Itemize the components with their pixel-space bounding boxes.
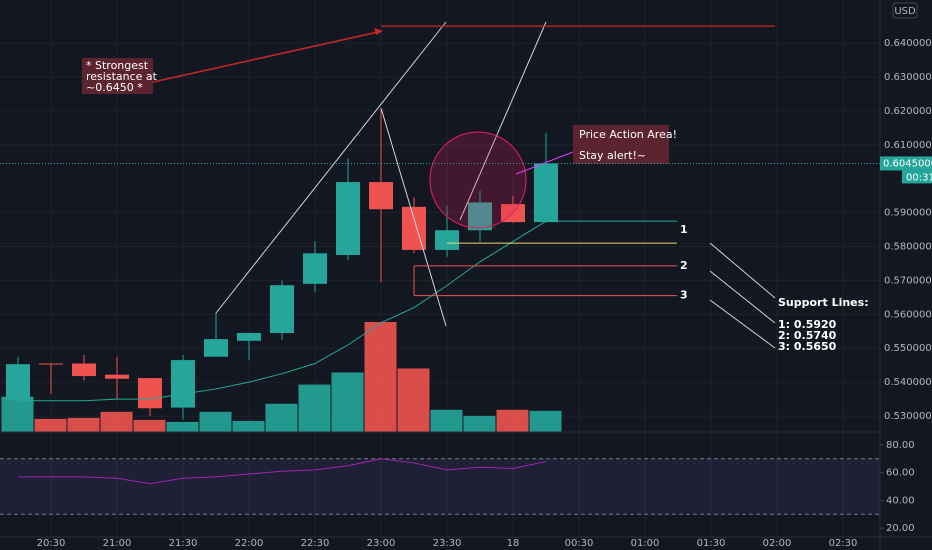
resistance-text: ~0.6450 *	[86, 81, 143, 94]
volume-bar	[397, 368, 430, 432]
volume-bar	[298, 384, 331, 432]
candle-body	[138, 378, 162, 409]
support-arrow	[709, 270, 776, 324]
y-tick-label: 0.64000000	[884, 38, 932, 49]
x-tick-label: 22:00	[235, 538, 264, 549]
x-tick-label: 02:30	[829, 538, 858, 549]
y-tick-label: 0.53000000	[884, 411, 932, 422]
candle-body	[435, 230, 459, 250]
volume-bar	[100, 411, 133, 432]
candle-body	[336, 182, 360, 255]
currency-box[interactable]	[892, 2, 918, 19]
rsi-tick-label: 80.00	[886, 440, 915, 451]
y-tick-label: 0.58000000	[884, 242, 932, 253]
volume-bar	[34, 418, 67, 432]
rsi-band	[0, 458, 880, 515]
resistance-arrow	[152, 31, 379, 83]
support-arrow	[709, 299, 776, 349]
support-label: 1	[680, 223, 688, 236]
x-tick-label: 23:00	[367, 538, 396, 549]
volume-bar	[133, 419, 166, 432]
volume-bar	[232, 420, 265, 432]
x-tick-label: 20:30	[37, 538, 66, 549]
y-tick-label: 0.56000000	[884, 309, 932, 320]
candle-body	[402, 206, 426, 250]
y-tick-label: 0.63000000	[884, 72, 932, 83]
current-price-box	[880, 156, 932, 171]
candle-body	[204, 339, 228, 357]
resistance-box	[82, 58, 153, 94]
candle-body	[6, 364, 30, 401]
volume-bar	[463, 415, 496, 432]
x-tick-label: 01:30	[697, 538, 726, 549]
price-action-arrow	[515, 151, 574, 175]
trend-line	[215, 21, 447, 314]
volume-bar	[496, 409, 529, 432]
candle-body	[303, 253, 327, 284]
countdown-box	[902, 170, 932, 184]
moving-average	[18, 220, 547, 402]
volume-bar	[265, 403, 298, 432]
x-tick-label: 18	[507, 538, 520, 549]
volume-bar	[67, 417, 100, 432]
candle-body	[369, 182, 393, 210]
rsi-tick-label: 40.00	[886, 495, 915, 506]
candle-body	[237, 332, 261, 341]
candle-body	[39, 363, 63, 365]
volume-bar	[364, 322, 397, 432]
y-tick-label: 0.59000000	[884, 208, 932, 219]
volume-bar	[1, 396, 34, 432]
resistance-text: * Strongest	[86, 59, 149, 72]
trend-line	[380, 107, 447, 327]
x-tick-label: 22:30	[301, 538, 330, 549]
support-title: Support Lines:	[778, 296, 869, 309]
volume-bar	[331, 372, 364, 432]
trend-line	[459, 21, 547, 221]
marks	[1, 109, 677, 485]
support-label: 2	[680, 259, 688, 272]
candle-body	[270, 285, 294, 333]
support-item: 2: 0.5740	[778, 329, 837, 342]
candle-body	[105, 374, 129, 379]
rsi-tick-label: 60.00	[886, 468, 915, 479]
currency: USD	[894, 6, 916, 17]
x-tick-label: 00:30	[565, 538, 594, 549]
x-tick-label: 02:00	[763, 538, 792, 549]
volume-bar	[430, 409, 463, 432]
volume-bar	[199, 411, 232, 432]
y-tick-label: 0.62000000	[884, 106, 932, 117]
volume-bar	[529, 410, 562, 432]
price-action-circle	[429, 131, 527, 229]
volume-bar	[166, 421, 199, 432]
x-tick-label: 21:00	[103, 538, 132, 549]
y-tick-label: 0.54000000	[884, 377, 932, 388]
support-item: 1: 0.5920	[778, 318, 837, 331]
x-tick-label: 23:30	[433, 538, 462, 549]
rsi-line	[18, 458, 547, 485]
x-tick-label: 21:30	[169, 538, 198, 549]
countdown-label: 00:31	[906, 172, 932, 183]
price-action-text: Stay alert!~	[579, 149, 646, 162]
price-action-box	[573, 125, 669, 164]
support-label: 3	[680, 289, 688, 302]
x-tick-label: 01:00	[631, 538, 660, 549]
price-action-text: Price Action Area!	[579, 128, 677, 141]
candle-body	[171, 360, 195, 408]
support-arrow	[709, 242, 776, 299]
rsi-tick-label: 20.00	[886, 523, 915, 534]
arrow-head	[374, 28, 383, 35]
support-item: 3: 0.5650	[778, 340, 837, 353]
candle-body	[468, 202, 492, 231]
y-tick-label: 0.57000000	[884, 275, 932, 286]
y-tick-label: 0.55000000	[884, 343, 932, 354]
y-tick-label: 0.61000000	[884, 140, 932, 151]
candle-body	[72, 363, 96, 377]
candle-body	[534, 163, 558, 223]
resistance-text: resistance at	[86, 70, 158, 83]
grid	[0, 0, 880, 537]
